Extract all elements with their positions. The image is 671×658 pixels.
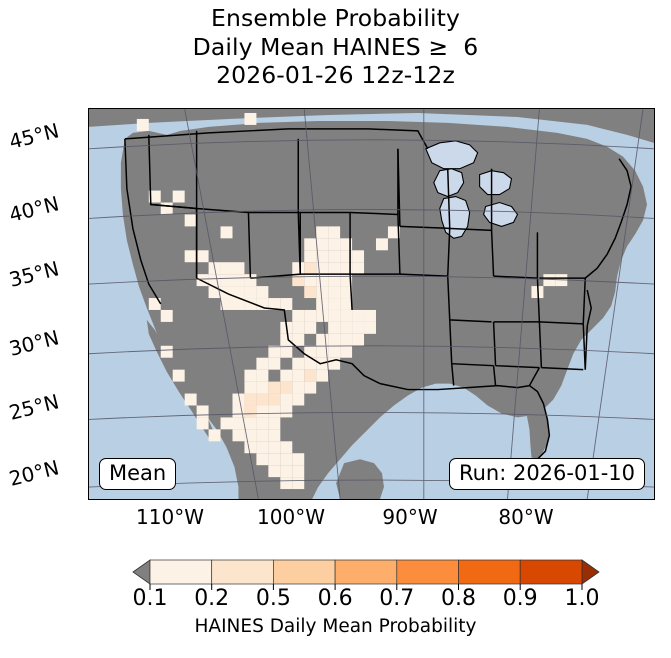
colorbar-under-arrow: [132, 559, 151, 585]
great-lakes-layer: [425, 140, 519, 239]
colorbar-tick-2: 0.5: [255, 586, 291, 611]
lat-tick-40n: 40°N: [6, 191, 62, 227]
political-borders-layer: [124, 128, 632, 460]
lon-tick-110w: 110°W: [136, 505, 204, 529]
figure-title: Ensemble Probability Daily Mean HAINES ≥…: [0, 4, 671, 90]
lon-tick-100w: 100°W: [257, 505, 325, 529]
lat-tick-30n: 30°N: [6, 325, 62, 361]
colorbar-tick-4: 0.7: [379, 586, 415, 611]
colorbar-tick-1: 0.2: [194, 586, 230, 611]
colorbar-tick-5: 0.8: [441, 586, 476, 611]
colorbar-tick-3: 0.6: [317, 586, 353, 611]
lat-tick-35n: 35°N: [6, 256, 62, 292]
run-label-box: Run: 2026-01-10: [448, 457, 645, 490]
colorbar: 0.1 0.2 0.5 0.6 0.7 0.8 0.9 1.0: [132, 559, 600, 611]
title-line-3: 2026-01-26 12z-12z: [216, 61, 455, 89]
colorbar-over-arrow: [581, 559, 600, 585]
colorbar-graphic: [132, 559, 600, 590]
colorbar-tick-7: 1.0: [564, 586, 600, 611]
lat-tick-25n: 25°N: [6, 389, 62, 425]
mean-label-box: Mean: [99, 457, 177, 490]
map-plot-area: Mean Run: 2026-01-10: [88, 108, 655, 500]
graticule-gridlines: [89, 109, 654, 499]
colorbar-tick-0: 0.1: [132, 586, 168, 611]
lon-tick-90w: 90°W: [382, 505, 438, 529]
colorbar-title: HAINES Daily Mean Probability: [194, 616, 477, 637]
colorbar-tick-6: 0.9: [502, 586, 538, 611]
lon-tick-80w: 80°W: [498, 505, 554, 529]
lat-tick-20n: 20°N: [6, 455, 62, 491]
probability-data-layer: [136, 112, 568, 490]
title-line-2: Daily Mean HAINES ≥ 6: [192, 32, 479, 61]
title-line-1: Ensemble Probability: [211, 4, 460, 32]
map-graphic: [89, 109, 654, 499]
lat-tick-45n: 45°N: [6, 118, 62, 154]
